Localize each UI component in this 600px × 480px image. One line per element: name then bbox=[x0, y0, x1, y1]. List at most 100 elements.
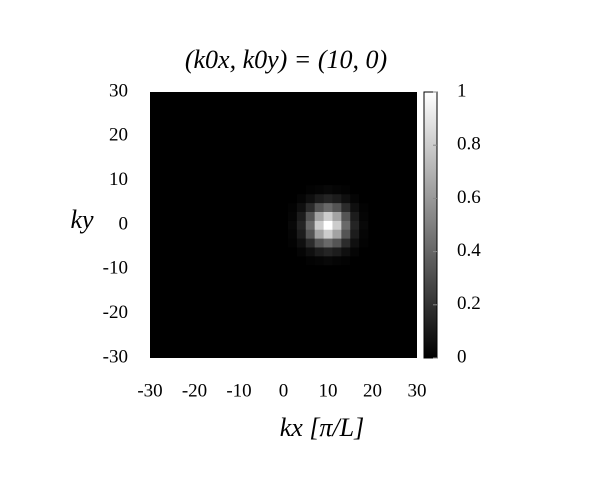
heat-cell bbox=[287, 229, 298, 239]
heat-cell bbox=[296, 256, 307, 266]
heat-cell bbox=[305, 193, 315, 204]
heat-cell bbox=[323, 256, 333, 266]
heat-cell bbox=[305, 211, 315, 221]
y-tick-label: -10 bbox=[103, 258, 128, 279]
heat-cell bbox=[314, 247, 324, 257]
colorbar-tick-label: 1 bbox=[457, 80, 467, 101]
heat-cell bbox=[350, 202, 360, 212]
heat-cell bbox=[332, 185, 342, 195]
heat-cell bbox=[332, 238, 342, 248]
heat-cell bbox=[314, 238, 324, 248]
heat-cell bbox=[323, 238, 333, 248]
heat-cell bbox=[341, 256, 351, 266]
heat-cell bbox=[341, 185, 351, 195]
heat-cell bbox=[323, 247, 333, 257]
heat-cell bbox=[350, 211, 360, 221]
heat-cell bbox=[359, 229, 369, 239]
heat-cell bbox=[350, 185, 360, 195]
y-tick-label: 20 bbox=[109, 125, 128, 146]
heat-cell bbox=[323, 193, 333, 204]
heat-cell bbox=[341, 229, 351, 239]
heat-cell bbox=[305, 185, 315, 195]
heat-cell bbox=[359, 238, 369, 248]
heat-cell bbox=[323, 229, 333, 239]
heat-cell bbox=[359, 256, 369, 266]
heat-cell bbox=[287, 211, 298, 221]
x-tick-label: 0 bbox=[279, 380, 289, 401]
y-axis-label: ky bbox=[70, 205, 94, 234]
heat-cell bbox=[359, 202, 369, 212]
heat-cell bbox=[314, 202, 324, 212]
heat-cell bbox=[341, 220, 351, 230]
heat-cell bbox=[287, 193, 298, 204]
y-tick-label: -30 bbox=[103, 346, 128, 367]
heat-cell bbox=[359, 185, 369, 195]
colorbar-tick-label: 0.4 bbox=[457, 240, 481, 261]
heat-cell bbox=[359, 193, 369, 204]
heat-cell bbox=[287, 185, 298, 195]
heat-cell bbox=[332, 193, 342, 204]
heat-cell bbox=[359, 211, 369, 221]
heat-cell bbox=[314, 211, 324, 221]
x-axis-label: kx [π/L] bbox=[280, 413, 365, 442]
heat-cell bbox=[323, 185, 333, 195]
y-tick-label: 10 bbox=[109, 169, 128, 190]
y-tick-label: 30 bbox=[109, 80, 128, 101]
heat-cell bbox=[305, 238, 315, 248]
heat-cell bbox=[332, 229, 342, 239]
heat-cell bbox=[296, 247, 307, 257]
heat-cell bbox=[332, 220, 342, 230]
colorbar-tick-label: 0.6 bbox=[457, 187, 481, 208]
heat-cell bbox=[359, 247, 369, 257]
heat-cell bbox=[359, 220, 369, 230]
x-tick-label: -30 bbox=[137, 380, 162, 401]
heat-cell bbox=[341, 247, 351, 257]
heat-cell bbox=[323, 220, 333, 230]
x-tick-label: -20 bbox=[182, 380, 207, 401]
heat-cell bbox=[287, 220, 298, 230]
heat-cell bbox=[305, 202, 315, 212]
heat-cell bbox=[287, 256, 298, 266]
chart-title: (k0x, k0y) = (10, 0) bbox=[185, 45, 387, 74]
heat-cell bbox=[296, 211, 307, 221]
heat-cell bbox=[341, 193, 351, 204]
colorbar-tick-label: 0.2 bbox=[457, 293, 481, 314]
heat-cell bbox=[296, 229, 307, 239]
heat-cell bbox=[314, 193, 324, 204]
colorbar-tick-label: 0 bbox=[457, 346, 467, 367]
colorbar bbox=[423, 91, 438, 359]
x-tick-label: 30 bbox=[408, 380, 427, 401]
heat-cell bbox=[350, 256, 360, 266]
plot-area bbox=[150, 92, 417, 358]
heat-cell bbox=[296, 238, 307, 248]
heat-cell bbox=[305, 247, 315, 257]
heat-cell bbox=[287, 202, 298, 212]
x-tick-label: 20 bbox=[363, 380, 382, 401]
heat-cell bbox=[323, 202, 333, 212]
heat-cell bbox=[305, 220, 315, 230]
heat-cell bbox=[350, 220, 360, 230]
heat-cell bbox=[332, 247, 342, 257]
heat-cell bbox=[350, 193, 360, 204]
heat-cell bbox=[341, 202, 351, 212]
heat-cell bbox=[314, 185, 324, 195]
heat-cell bbox=[305, 229, 315, 239]
y-tick-label: 0 bbox=[119, 213, 129, 234]
colorbar-tick-label: 0.8 bbox=[457, 134, 481, 155]
heat-cell bbox=[350, 247, 360, 257]
heat-cell bbox=[332, 256, 342, 266]
heat-cell bbox=[314, 229, 324, 239]
heat-cell bbox=[314, 256, 324, 266]
heat-cell bbox=[332, 211, 342, 221]
heat-cell bbox=[323, 211, 333, 221]
y-tick-label: -20 bbox=[103, 302, 128, 323]
heat-cell bbox=[350, 229, 360, 239]
x-tick-label: 10 bbox=[319, 380, 338, 401]
heat-cell bbox=[296, 202, 307, 212]
heat-cell bbox=[296, 193, 307, 204]
heat-cell bbox=[287, 238, 298, 248]
heat-cell bbox=[341, 211, 351, 221]
heat-cell bbox=[296, 185, 307, 195]
heat-cell bbox=[350, 238, 360, 248]
